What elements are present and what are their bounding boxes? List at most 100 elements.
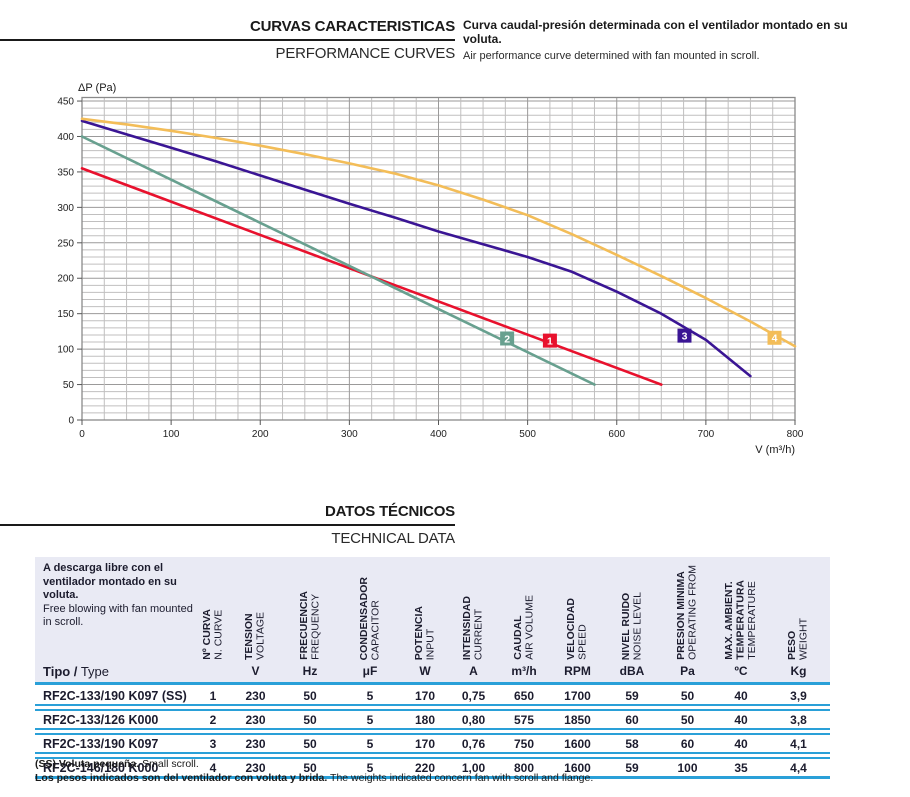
column-header-12: PESO WEIGHT [786,618,810,660]
cell-value: 1850 [564,712,591,727]
cell-value: 5 [366,688,374,703]
model-name: RF2C-133/190 K097 (SS) [43,688,187,703]
unit-12: Kg [790,664,807,678]
cell-value: 230 [245,736,266,751]
cell-value: 1600 [564,760,591,775]
svg-text:150: 150 [57,309,74,320]
svg-text:0: 0 [79,429,85,440]
cell-value: 5 [366,760,374,775]
cell-value: 60 [680,736,695,751]
cell-value: 35 [734,760,748,775]
cell-value: 50 [303,760,317,775]
model-name: RF2C-133/126 K000 [43,712,159,727]
svg-text:3: 3 [682,330,688,342]
cell-value: 40 [734,712,748,727]
column-header-3: FRECUENCIA FREQUENCY [297,591,322,660]
column-header-11: MAX. AMBIENT. TEMPERATURA TEMPERATURE [722,580,758,660]
curve-marker-3: 3 [677,328,692,343]
column-header-9: NIVEL RUIDO NOISE LEVEL [619,591,644,660]
section2-titles: DATOS TÉCNICOS TECHNICAL DATA [0,503,455,547]
curve-3 [80,119,752,378]
unit-10: Pa [680,664,695,678]
cell-value: 1600 [564,736,591,751]
svg-text:350: 350 [57,167,74,178]
technical-data-table: A descarga libre con el ventilador monta… [35,557,830,779]
cell-value: 58 [625,736,639,751]
svg-text:250: 250 [57,238,74,249]
type-label-en: Type [77,663,109,679]
unit-5: W [419,664,431,678]
cell-value: 575 [513,712,535,727]
svg-text:600: 600 [608,429,625,440]
cell-value: 1700 [564,688,591,703]
svg-text:800: 800 [787,429,804,440]
cell-value: 230 [245,760,266,775]
cell-value: 180 [414,712,436,727]
table-row: RF2C-133/126 K000 2 230 50 5 180 0,80 575 1850 60… [35,709,830,730]
svg-text:200: 200 [252,429,269,440]
svg-text:50: 50 [63,380,75,391]
column-header-1: Nº CURVA N. CURVE [200,609,225,660]
svg-text:450: 450 [57,97,74,108]
model-name: RF2C-133/190 K097 [43,736,159,751]
svg-text:4: 4 [772,333,778,345]
section1-desc-es: Curva caudal-presión determinada con el … [463,18,848,46]
cell-value: 50 [303,688,317,703]
cell-value: 170 [414,688,436,703]
unit-11: ºC [734,664,748,678]
cell-value: 800 [513,760,535,775]
section1-titles: CURVAS CARACTERISTICAS PERFORMANCE CURVE… [0,18,455,62]
cell-value: 50 [680,712,695,727]
table-row: RF2C-133/190 K097 (SS) 1 230 50 5 170 0,75 650 1… [35,687,830,706]
table-row: RF2C-133/190 K097 3 230 50 5 170 0,76 750 1600 58… [35,733,830,754]
footnote-line: (SS) Voluta pequeña. Small scroll. [35,758,199,770]
unit-3: Hz [302,664,318,678]
cell-value: 650 [513,688,535,703]
type-column-label: Tipo / Type [35,664,195,679]
column-header-4: CONDENSADOR CAPACITOR [357,576,382,660]
section1-title-es: CURVAS CARACTERISTICAS [0,18,455,41]
cell-value: 3,9 [790,688,807,703]
column-header-10: PRESION MINIMA OPERATING FROM [675,565,699,660]
section1-description: Curva caudal-presión determinada con el … [463,18,887,63]
cell-value: 4 [209,760,217,775]
cell-value: 60 [625,712,639,727]
cell-value: 750 [513,736,535,751]
unit-6: A [469,664,478,678]
svg-text:400: 400 [430,429,447,440]
cell-value: 50 [303,712,317,727]
curve-2 [80,135,596,386]
svg-text:1: 1 [547,335,553,347]
curve-4 [80,117,797,348]
cell-value: 1,00 [461,760,486,775]
svg-text:300: 300 [341,429,358,440]
unit-8: RPM [564,664,591,678]
unit-4: μF [362,664,378,678]
section1-desc-en: Air performance curve determined with fa… [463,50,760,62]
cell-value: 230 [245,712,266,727]
svg-text:400: 400 [57,132,74,143]
cell-value: 5 [366,736,374,751]
cell-value: 4,1 [790,736,807,751]
cell-value: 2 [209,712,217,727]
table-header-rotated-row: A descarga libre con el ventilador monta… [35,557,830,660]
unit-2: V [251,664,260,678]
type-label-es: Tipo / [43,663,78,679]
cell-value: 100 [677,760,698,775]
svg-text:100: 100 [163,429,180,440]
table-intro-es: A descarga libre con el ventilador monta… [43,562,177,601]
column-header-7: CAUDAL AIR VOLUME [511,595,536,660]
svg-text:700: 700 [698,429,715,440]
footnote-line: Los pesos indicados son del ventilador c… [35,771,594,784]
unit-7: m³/h [511,664,537,678]
cell-value: 220 [414,760,436,775]
cell-value: 4,4 [790,760,807,775]
column-header-5: POTENCIA INPUT [412,605,437,660]
performance-curves-chart: 0 50 100 150 200 250 300 350 400 450 0 100 200 300 400… [55,82,855,462]
cell-value: 0,75 [461,688,486,703]
cell-value: 230 [245,688,266,703]
cell-value: 1 [209,688,217,703]
footnotes: (SS) Voluta pequeña. Small scroll. Los pe… [35,758,593,785]
section2-title-en: TECHNICAL DATA [331,530,455,547]
cell-value: 59 [625,688,639,703]
